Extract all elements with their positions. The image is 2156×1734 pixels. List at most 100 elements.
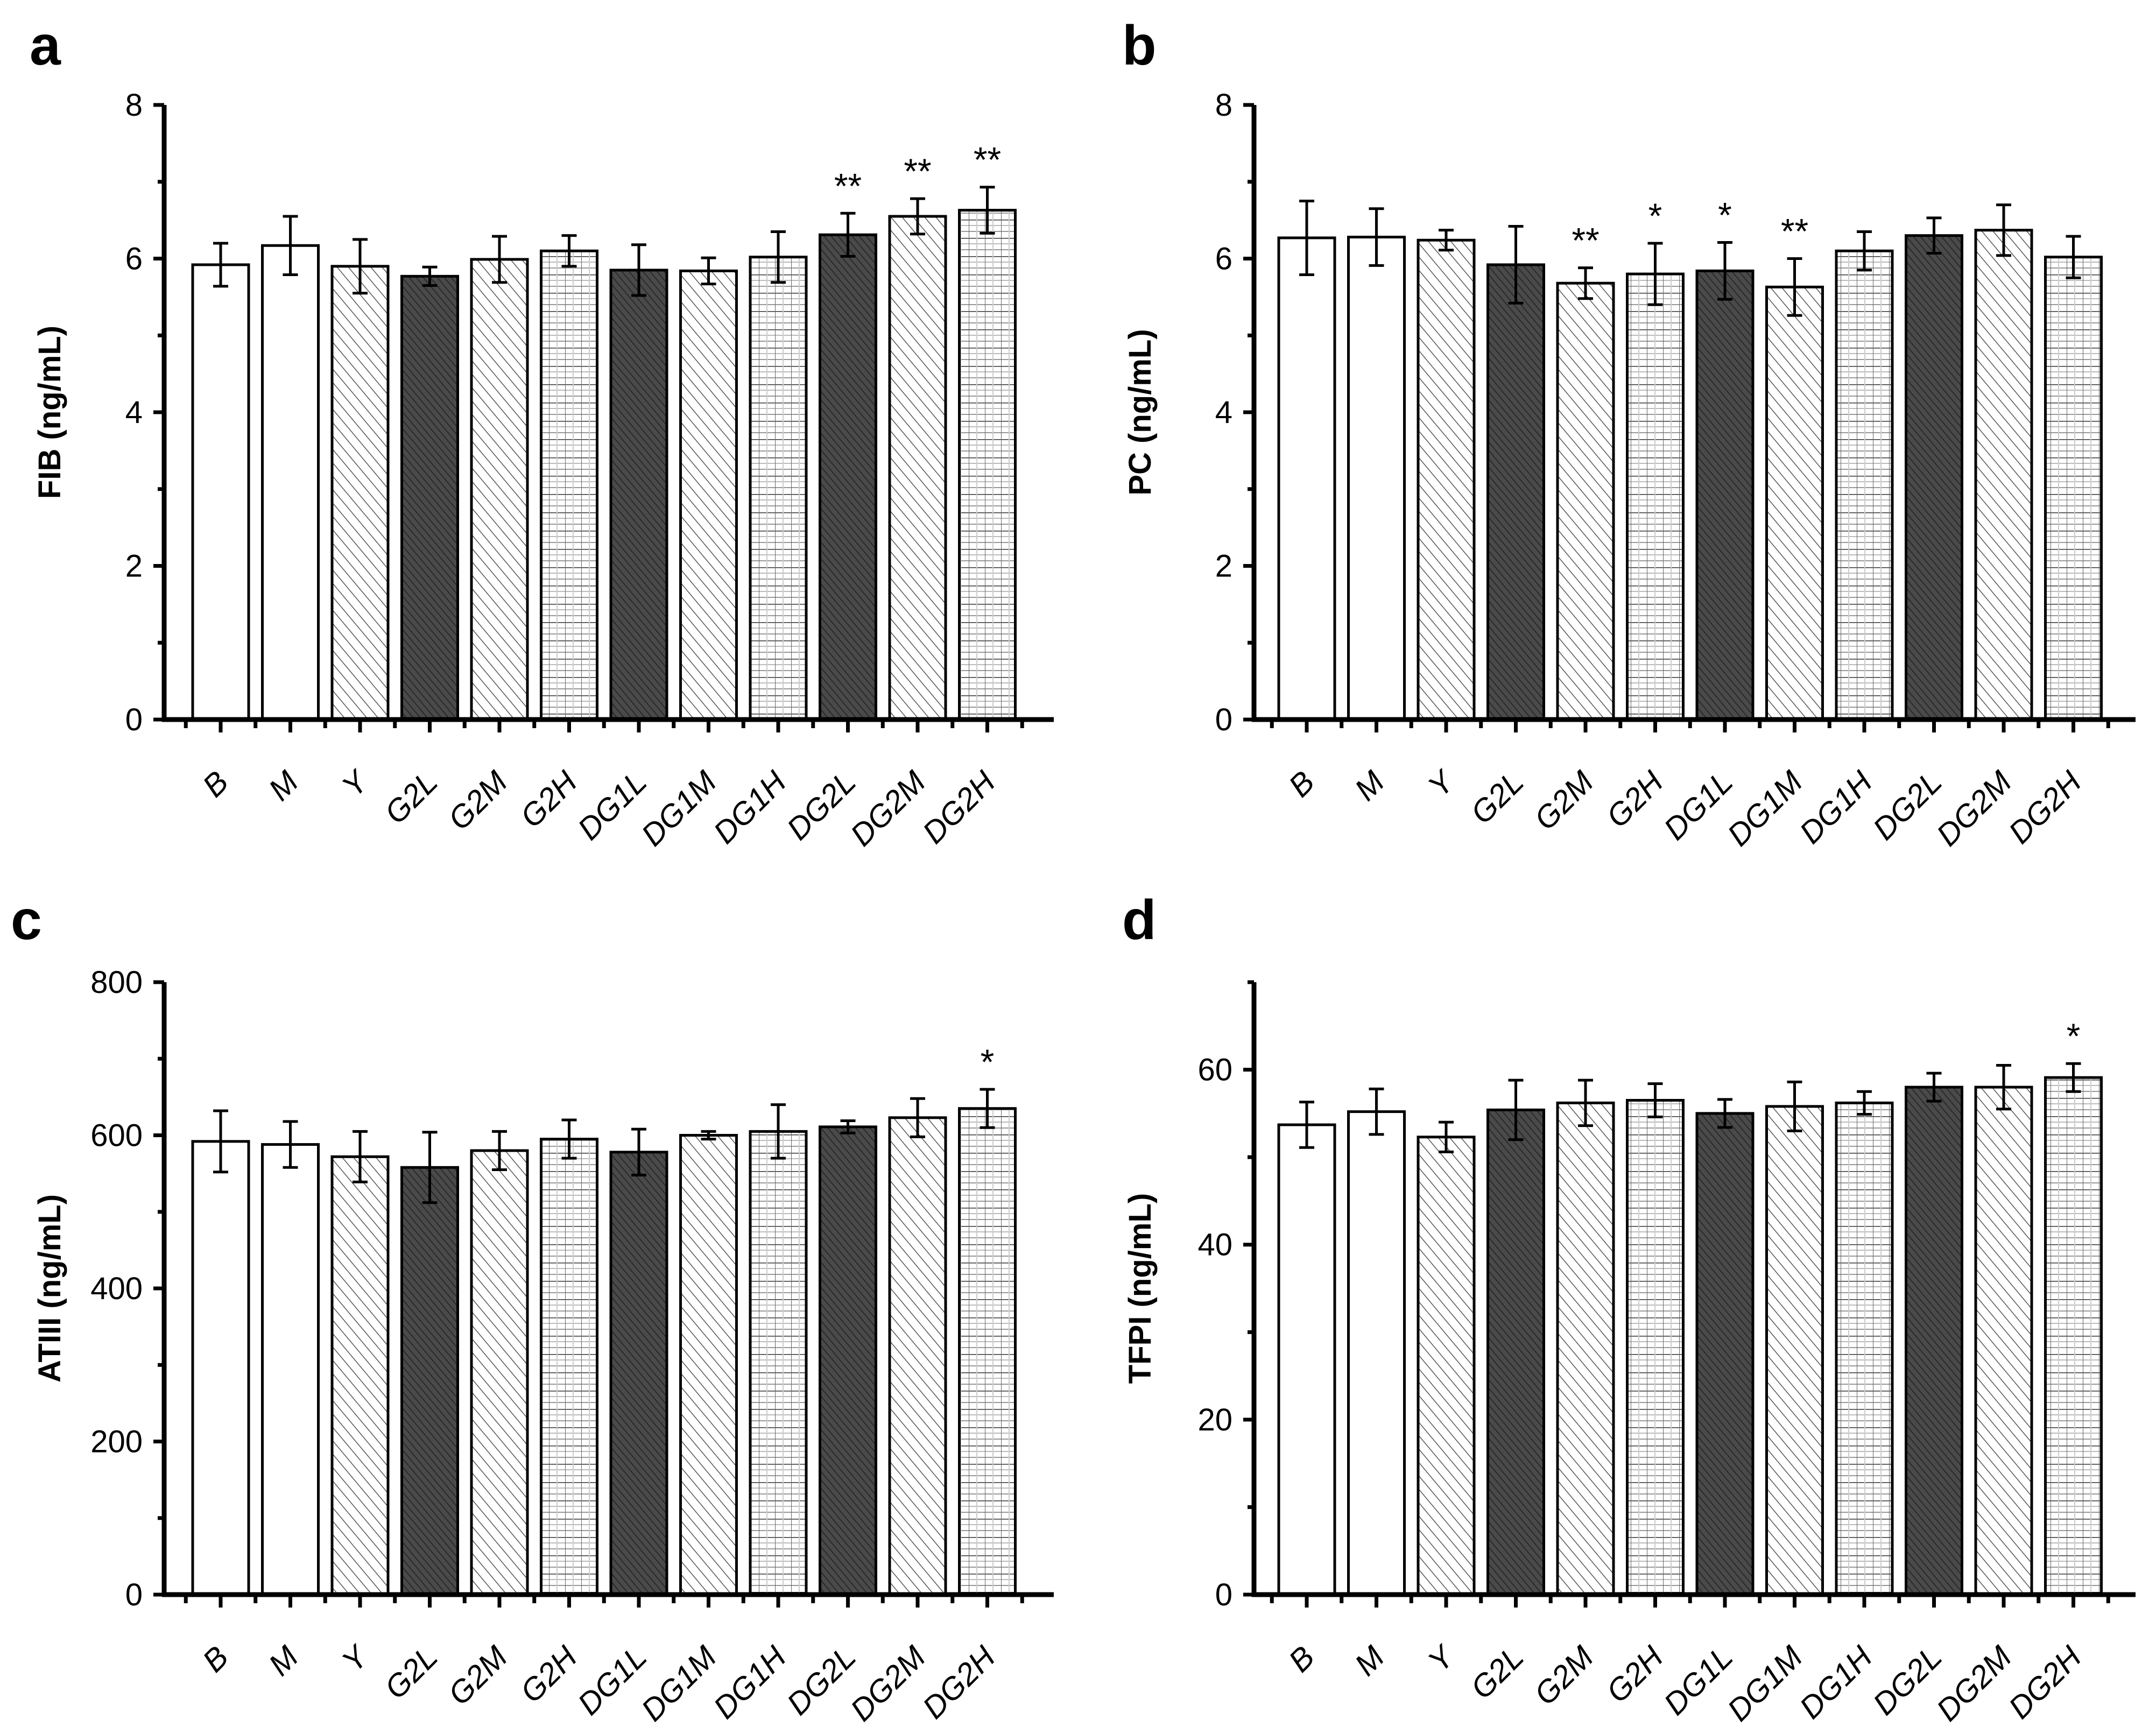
significance-DG1L: * xyxy=(1718,195,1732,235)
error-bar-Y xyxy=(1439,1120,1454,1153)
error-bar-B xyxy=(1299,199,1314,276)
category-label-DG1M: DG1M xyxy=(635,764,723,853)
error-bar-M xyxy=(283,1120,298,1169)
bar-DG1H xyxy=(1835,1101,1894,1596)
error-bar-DG1M xyxy=(701,256,716,286)
category-label-Y: Y xyxy=(1421,1638,1462,1679)
category-label-DG1M: DG1M xyxy=(1721,1639,1809,1728)
category-label-B: B xyxy=(1282,764,1321,803)
bar-DG2H xyxy=(2044,1076,2103,1596)
error-bar-G2H xyxy=(561,234,577,268)
error-bar-DG1L xyxy=(1717,1098,1732,1129)
y-tick-label: 0 xyxy=(1215,1577,1232,1612)
y-axis-title: FIB (ng/mL) xyxy=(32,326,67,499)
error-bar-DG2H xyxy=(980,186,995,235)
bar-B xyxy=(1277,236,1336,721)
bar-DG2H xyxy=(2044,256,2103,721)
y-tick-label: 4 xyxy=(125,395,143,430)
bar-DG2L xyxy=(1905,1085,1963,1596)
y-tick-label: 800 xyxy=(90,965,143,1000)
bar-G2M xyxy=(470,1149,529,1596)
y-tick-label: 0 xyxy=(1215,702,1232,737)
bar-M xyxy=(1347,236,1406,721)
category-label-Y: Y xyxy=(335,1638,376,1679)
error-bar-DG1L xyxy=(631,243,646,297)
y-tick-label: 200 xyxy=(90,1425,143,1460)
category-label-DG1H: DG1H xyxy=(1793,764,1879,850)
bars: * xyxy=(1277,1016,2103,1596)
panel-label: c xyxy=(11,889,42,951)
category-label-G2L: G2L xyxy=(378,1639,444,1705)
category-label-M: M xyxy=(1348,1639,1392,1683)
category-label-DG1H: DG1H xyxy=(707,1639,793,1725)
error-bar-DG2L xyxy=(840,1119,856,1134)
error-bar-G2H xyxy=(1647,1082,1663,1118)
category-label-DG2M: DG2M xyxy=(1930,1639,2019,1728)
significance-DG2H: * xyxy=(2067,1016,2081,1056)
significance-G2M: ** xyxy=(1572,221,1599,260)
error-bar-DG2M xyxy=(1996,203,2011,257)
error-bar-G2L xyxy=(422,1131,438,1204)
significance-DG2H: * xyxy=(981,1042,995,1082)
category-label-G2L: G2L xyxy=(1464,1639,1530,1705)
error-bar-M xyxy=(283,215,298,276)
bar-G2H xyxy=(1626,1098,1685,1596)
category-label-DG1H: DG1H xyxy=(707,764,793,850)
category-label-M: M xyxy=(262,1639,306,1683)
bar-Y xyxy=(1417,238,1476,721)
bar-DG1M xyxy=(1765,285,1824,721)
bars: ** ** ** xyxy=(191,140,1017,721)
bar-DG2L xyxy=(1905,234,1963,721)
bar-M xyxy=(261,244,320,721)
category-label-Y: Y xyxy=(1421,763,1462,803)
significance-DG1M: ** xyxy=(1781,212,1808,251)
category-label-G2L: G2L xyxy=(1464,764,1530,830)
error-bar-B xyxy=(1299,1101,1314,1149)
category-label-DG2H: DG2H xyxy=(916,1639,1002,1725)
bar-B xyxy=(191,263,250,721)
bar-DG1H xyxy=(749,256,808,721)
y-tick-label: 0 xyxy=(125,1577,143,1612)
significance-DG2M: ** xyxy=(904,151,931,191)
y-axis-title: ATIII (ng/mL) xyxy=(32,1194,67,1383)
panel-label: d xyxy=(1122,889,1157,951)
category-label-G2M: G2M xyxy=(1527,1639,1600,1712)
category-label-Y: Y xyxy=(335,763,376,803)
significance-DG2H: ** xyxy=(974,140,1001,180)
bar-G2M xyxy=(1556,1101,1615,1596)
bar-DG2L xyxy=(819,233,877,721)
y-tick-label: 40 xyxy=(1197,1228,1232,1263)
error-bar-DG1H xyxy=(1857,1090,1872,1116)
error-bar-Y xyxy=(353,238,368,295)
bar-G2L xyxy=(1486,263,1545,721)
bars: * xyxy=(191,1042,1017,1596)
error-bar-G2L xyxy=(1508,225,1524,305)
y-tick-label: 2 xyxy=(125,549,143,584)
y-tick-label: 60 xyxy=(1197,1053,1232,1088)
y-tick-label: 2 xyxy=(1215,549,1232,584)
error-bar-DG2H xyxy=(2066,1062,2081,1093)
bar-G2L xyxy=(400,274,459,721)
category-label-M: M xyxy=(262,764,306,808)
y-tick-label: 6 xyxy=(125,242,143,277)
bar-DG1M xyxy=(679,269,738,721)
error-bar-B xyxy=(213,242,228,288)
y-tick-label: 8 xyxy=(1215,88,1232,123)
error-bar-DG1M xyxy=(1787,257,1802,317)
bar-DG1M xyxy=(1765,1105,1824,1596)
category-label-G2M: G2M xyxy=(441,764,514,837)
bar-DG1H xyxy=(1835,249,1894,721)
error-bar-M xyxy=(1369,207,1384,267)
bar-DG2H xyxy=(958,209,1017,721)
bar-G2L xyxy=(1486,1108,1545,1596)
error-bar-G2H xyxy=(1647,242,1663,306)
bar-DG1L xyxy=(1695,1112,1755,1596)
y-tick-label: 400 xyxy=(90,1271,143,1306)
y-tick-label: 20 xyxy=(1197,1402,1232,1437)
y-tick-label: 4 xyxy=(1215,395,1232,430)
